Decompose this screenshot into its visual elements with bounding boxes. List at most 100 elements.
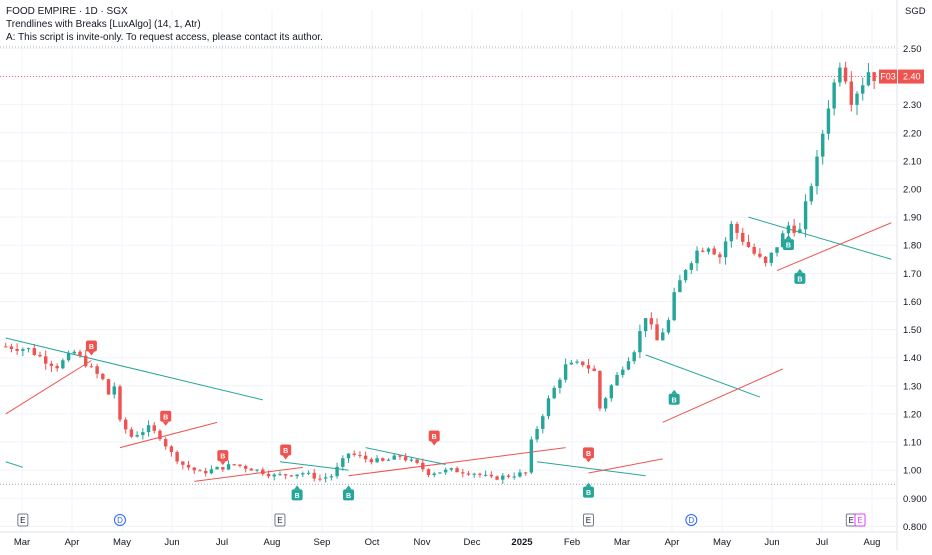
event-marker	[274, 513, 286, 527]
x-tick-label: Jul	[816, 537, 828, 548]
trendline-resistance	[5, 461, 24, 468]
trendline-support	[194, 466, 303, 482]
break-bubble	[160, 410, 172, 422]
x-tick-label: Apr	[65, 537, 80, 548]
candle-body	[741, 232, 745, 242]
candle-body	[192, 467, 196, 471]
y-tick-label: 2.50	[903, 44, 922, 55]
candle-body	[312, 472, 316, 479]
event-text: D	[688, 516, 694, 525]
event-dividend[interactable]: D	[113, 514, 126, 526]
candle-body	[712, 248, 716, 255]
candle-body	[266, 473, 271, 477]
candle-body	[461, 472, 465, 474]
candle-body	[552, 387, 556, 399]
candle-body	[666, 320, 671, 333]
event-split[interactable]: E	[854, 513, 866, 527]
candle-body	[203, 470, 208, 474]
candle-body	[38, 354, 42, 357]
candle-body	[781, 233, 785, 248]
candle-body	[649, 318, 654, 325]
candle-body	[535, 428, 539, 440]
x-tick-label: Jul	[216, 537, 228, 548]
candle-body	[798, 229, 802, 233]
symbol-title[interactable]: FOOD EMPIRE · 1D · SGX	[6, 6, 128, 17]
event-earnings[interactable]: E	[274, 513, 286, 527]
candle-body	[295, 474, 299, 477]
candle-body	[146, 425, 151, 433]
candle-body	[341, 458, 345, 467]
x-tick-label: May	[713, 537, 731, 548]
candle-body	[661, 332, 665, 341]
candle-body	[563, 364, 568, 380]
break-bubble-tip	[431, 441, 438, 446]
x-tick-label: Oct	[365, 537, 380, 548]
indicator-title[interactable]: Trendlines with Breaks [LuxAlgo] (14, 1,…	[6, 19, 201, 30]
candle-body	[626, 361, 631, 370]
candle-body	[66, 353, 71, 361]
event-text: E	[586, 516, 591, 525]
x-tick-label: Sep	[314, 537, 331, 548]
candle-body	[763, 256, 768, 263]
candle-body	[89, 366, 94, 368]
candle-body	[283, 474, 288, 476]
current-price-tag: F03 2.40	[879, 69, 924, 84]
candle-body	[695, 250, 699, 264]
y-tick-label: 0.800	[903, 522, 927, 533]
price-tag-bg	[898, 69, 924, 84]
candle-body	[718, 254, 722, 258]
candle-body	[432, 473, 436, 476]
event-dividend[interactable]: D	[685, 514, 698, 526]
event-earnings[interactable]: E	[17, 513, 29, 527]
break-bubble	[668, 393, 680, 405]
candle-body	[483, 474, 488, 476]
break-label-down: B	[280, 444, 292, 460]
y-tick-label: 1.00	[903, 466, 922, 477]
candle-body	[329, 476, 334, 478]
break-text: B	[295, 493, 300, 500]
candle-body	[358, 454, 362, 456]
break-label-down: B	[217, 450, 229, 466]
break-bubble	[85, 340, 97, 352]
candle-body	[163, 439, 168, 447]
break-label-up: B	[291, 485, 303, 501]
break-bubble	[343, 489, 355, 501]
candle-body	[455, 468, 459, 473]
y-tick-label: 2.30	[903, 100, 922, 111]
break-label-down: B	[85, 340, 97, 356]
candle-body	[61, 360, 65, 369]
candle-body	[49, 363, 54, 366]
break-label-down: B	[582, 447, 594, 463]
trendline-support	[776, 222, 892, 271]
candle-body	[152, 425, 156, 431]
x-tick-label: Feb	[564, 537, 580, 548]
break-label-down: B	[160, 410, 172, 426]
y-tick-label: 1.30	[903, 381, 922, 392]
candle-body	[746, 241, 751, 247]
break-bubble	[782, 239, 794, 251]
candle-body	[523, 472, 528, 474]
break-text: B	[586, 490, 591, 497]
event-marker	[854, 513, 866, 527]
y-tick-label: 1.40	[903, 353, 922, 364]
candle-body	[438, 472, 442, 474]
reference-lines	[0, 46, 897, 485]
event-text: E	[857, 516, 862, 525]
candle-body	[118, 386, 122, 420]
candle-body	[632, 352, 636, 362]
chart-legend: FOOD EMPIRE · 1D · SGX Trendlines with B…	[6, 5, 323, 44]
event-earnings[interactable]: E	[582, 513, 594, 527]
candle-body	[821, 133, 825, 157]
break-text: B	[786, 243, 791, 250]
candle-body	[32, 348, 36, 355]
candle-body	[495, 476, 499, 480]
trendline-support	[348, 447, 566, 477]
candle-body	[221, 467, 225, 470]
candle-body	[403, 456, 408, 461]
candle-body	[232, 464, 236, 466]
candle-body	[278, 474, 282, 476]
symbol-tag-bg	[879, 69, 897, 84]
